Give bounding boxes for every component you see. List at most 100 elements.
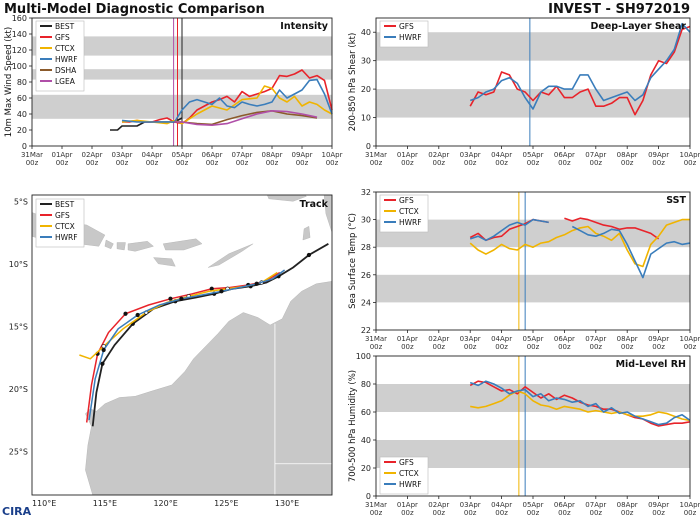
shear-ytick-label: 20: [361, 85, 371, 94]
intensity-ytick-label: 80: [17, 78, 27, 87]
rh-ytick-label: 20: [361, 464, 371, 473]
shear-legend-label-hwrf: HWRF: [399, 33, 422, 42]
track-ytick-label: 10°S: [9, 260, 28, 269]
shear-ytick-label: 0: [366, 142, 371, 151]
rh-legend-label-hwrf: HWRF: [399, 480, 422, 489]
intensity-xtick-label: 00z: [296, 159, 309, 167]
track-point-hwrf: [101, 347, 106, 353]
shear-xtick-label: 07Apr: [585, 151, 606, 159]
sst-ytick-label: 30: [361, 216, 371, 225]
shear-xtick-label: 00z: [558, 159, 571, 167]
sst-xtick-label: 00z: [684, 343, 697, 351]
sst-title: SST: [666, 195, 686, 206]
intensity-ytick-label: 40: [17, 110, 27, 119]
rh-xtick-label: 06Apr: [554, 501, 575, 509]
track-legend-label-gfs: GFS: [55, 211, 70, 220]
track-frame: [31, 194, 333, 496]
rh-xtick-label: 01Apr: [397, 501, 418, 509]
intensity-xtick-label: 02Apr: [81, 151, 102, 159]
rh-title: Mid-Level RH: [616, 359, 686, 370]
sst-ytick-label: 32: [361, 188, 371, 197]
cira-logo: CIRA: [2, 505, 32, 518]
intensity-xtick-label: 00z: [206, 159, 219, 167]
track-legend-label-ctcx: CTCX: [55, 222, 75, 231]
intensity-xtick-label: 09Apr: [291, 151, 312, 159]
intensity-xtick-label: 00z: [56, 159, 69, 167]
intensity-xtick-label: 08Apr: [261, 151, 282, 159]
shear-xtick-label: 02Apr: [428, 151, 449, 159]
intensity-xtick-label: 00z: [116, 159, 129, 167]
intensity-ytick-label: 100: [12, 62, 27, 71]
sst-xtick-label: 00z: [433, 343, 446, 351]
rh-legend-label-gfs: GFS: [399, 458, 414, 467]
sst-xtick-label: 31Mar: [365, 335, 387, 343]
track-ytick-label: 20°S: [9, 385, 28, 394]
intensity-xtick-label: 01Apr: [51, 151, 72, 159]
intensity-legend-label-ctcx: CTCX: [55, 44, 75, 53]
shear-xtick-label: 00z: [652, 159, 665, 167]
shear-xtick-label: 00z: [464, 159, 477, 167]
lombok-land: [116, 242, 126, 251]
sst-xtick-label: 09Apr: [648, 335, 669, 343]
track-legend-label-best: BEST: [55, 200, 75, 209]
sst-legend: [379, 194, 429, 233]
rh-xtick-label: 05Apr: [522, 501, 543, 509]
sst-legend-label-hwrf: HWRF: [399, 218, 422, 227]
rh-xtick-label: 09Apr: [648, 501, 669, 509]
intensity-xtick-label: 03Apr: [111, 151, 132, 159]
sst-xtick-label: 00z: [558, 343, 571, 351]
rh-ytick-label: 80: [361, 380, 371, 389]
rh-xtick-label: 00z: [433, 509, 446, 517]
sst-xtick-label: 00z: [370, 343, 383, 351]
shear-band-1: [376, 32, 690, 61]
sst-xtick-label: 00z: [652, 343, 665, 351]
intensity-legend-label-lgea: LGEA: [55, 77, 76, 86]
rh-legend: [379, 456, 429, 495]
rh-xtick-label: 00z: [495, 509, 508, 517]
sst-ylabel: Sea Surface Temp (°C): [348, 213, 358, 309]
sst-xtick-label: 01Apr: [397, 335, 418, 343]
rh-series-ctcx-1: [470, 390, 691, 422]
intensity-xtick-label: 31Mar: [21, 151, 43, 159]
shear-ylabel: 200-850 hPa Shear (kt): [348, 33, 358, 132]
track-xtick-label: 125°E: [214, 499, 238, 508]
sst-legend-label-gfs: GFS: [399, 196, 414, 205]
track-point-gfs: [209, 286, 214, 291]
sst-xtick-label: 02Apr: [428, 335, 449, 343]
shear-ytick-label: 10: [361, 114, 371, 123]
shear-xtick-label: 04Apr: [491, 151, 512, 159]
rh-panel: 02040608010031Mar00z01Apr00z02Apr00z03Ap…: [348, 352, 700, 517]
track-point-hwrf: [135, 312, 140, 318]
sst-xtick-label: 00z: [495, 343, 508, 351]
shear-xtick-label: 08Apr: [617, 151, 638, 159]
rh-xtick-label: 08Apr: [617, 501, 638, 509]
intensity-legend-label-best: BEST: [55, 22, 75, 31]
sst-ytick-label: 22: [361, 326, 371, 335]
track-lines: [79, 243, 329, 427]
shear-xtick-label: 03Apr: [460, 151, 481, 159]
track-ytick-label: 5°S: [14, 197, 28, 206]
intensity-ylabel: 10m Max Wind Speed (kt): [4, 27, 14, 137]
intensity-series-lgea-5: [174, 110, 318, 126]
sst-xtick-label: 10Apr: [679, 335, 700, 343]
rh-xtick-label: 00z: [464, 509, 477, 517]
intensity-legend-label-hwrf: HWRF: [55, 55, 78, 64]
rh-xtick-label: 04Apr: [491, 501, 512, 509]
rh-xtick-label: 02Apr: [428, 501, 449, 509]
sumba-land: [153, 257, 176, 267]
shear-xtick-label: 00z: [370, 159, 383, 167]
rh-xtick-label: 03Apr: [460, 501, 481, 509]
shear-xtick-label: 00z: [401, 159, 414, 167]
sst-xtick-label: 08Apr: [617, 335, 638, 343]
intensity-xtick-label: 07Apr: [231, 151, 252, 159]
rh-xtick-label: 00z: [621, 509, 634, 517]
track-xtick-label: 120°E: [153, 499, 177, 508]
sst-xtick-label: 00z: [401, 343, 414, 351]
intensity-legend: [35, 20, 85, 92]
shear-ytick-label: 30: [361, 57, 371, 66]
sst-ytick-label: 28: [361, 243, 371, 252]
shear-title: Deep-Layer Shear: [591, 21, 687, 32]
sst-xtick-label: 06Apr: [554, 335, 575, 343]
intensity-panel: 02040608010012014016031Mar00z01Apr00z02A…: [4, 14, 343, 167]
